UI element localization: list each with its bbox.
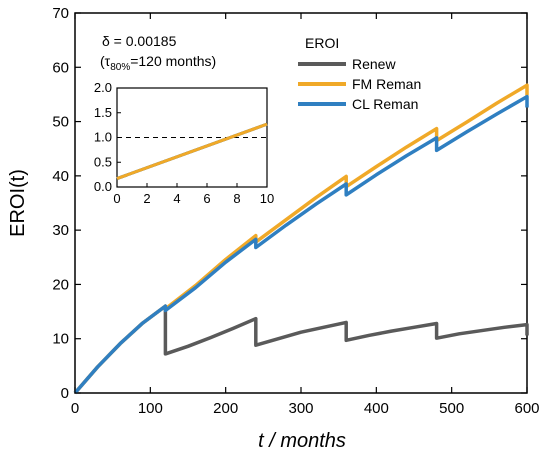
legend-label-fm-reman: FM Reman — [352, 76, 421, 92]
annotation-tau-prefix: (τ — [100, 53, 111, 69]
y-tick-label: 0 — [61, 385, 69, 402]
x-tick-label: 300 — [288, 400, 313, 417]
legend: EROI Renew FM Reman CL Reman — [298, 35, 421, 112]
y-tick-label: 10 — [52, 331, 69, 348]
x-axis-title: t / months — [258, 430, 346, 452]
inset-x-tick-label: 8 — [233, 191, 240, 206]
inset-series-group — [116, 122, 268, 180]
x-tick-label: 200 — [213, 400, 238, 417]
x-tick-label: 0 — [71, 400, 79, 417]
x-tick-label: 600 — [514, 400, 539, 417]
y-tick-label: 40 — [52, 168, 69, 185]
legend-label-cl-reman: CL Reman — [352, 96, 418, 112]
y-tick-label: 30 — [52, 222, 69, 239]
inset-y-tick-label: 1.5 — [94, 105, 112, 120]
inset-y-tick-label: 2.0 — [94, 80, 112, 95]
series-line-renew — [73, 304, 529, 395]
annotation-delta: δ = 0.00185 — [102, 33, 177, 49]
inset-y-tick-label: 1.0 — [94, 130, 112, 145]
y-tick-label: 60 — [52, 59, 69, 76]
y-tick-label: 70 — [52, 5, 69, 22]
legend-label-renew: Renew — [352, 56, 396, 72]
inset-y-tick-label: 0.0 — [94, 179, 112, 194]
x-tick-label: 100 — [138, 400, 163, 417]
x-tick-label: 500 — [439, 400, 464, 417]
annotation-tau-sub: 80% — [110, 62, 130, 73]
inset-x-tick-label: 6 — [203, 191, 210, 206]
inset-x-tick-label: 0 — [113, 191, 120, 206]
x-tick-label: 400 — [364, 400, 389, 417]
legend-title: EROI — [305, 35, 339, 51]
inset-x-tick-label: 2 — [143, 191, 150, 206]
annotation-tau-suffix: =120 months) — [130, 53, 216, 69]
inset-chart: 0 2 4 6 8 10 0.0 0.5 1.0 1.5 2.0 — [94, 80, 274, 206]
inset-y-tick-label: 0.5 — [94, 154, 112, 169]
inset-x-tick-label: 4 — [173, 191, 180, 206]
annotation-tau: (τ80%=120 months) — [100, 53, 216, 73]
main-series-group — [73, 83, 529, 395]
y-tick-label: 50 — [52, 114, 69, 131]
series-line-cl-reman — [73, 94, 529, 395]
inset-series-line-2 — [116, 122, 268, 180]
inset-axis-ticks: 0 2 4 6 8 10 0.0 0.5 1.0 1.5 2.0 — [94, 80, 274, 206]
y-axis-title: EROI(t) — [7, 169, 29, 237]
y-tick-label: 20 — [52, 276, 69, 293]
inset-x-tick-label: 10 — [260, 191, 274, 206]
